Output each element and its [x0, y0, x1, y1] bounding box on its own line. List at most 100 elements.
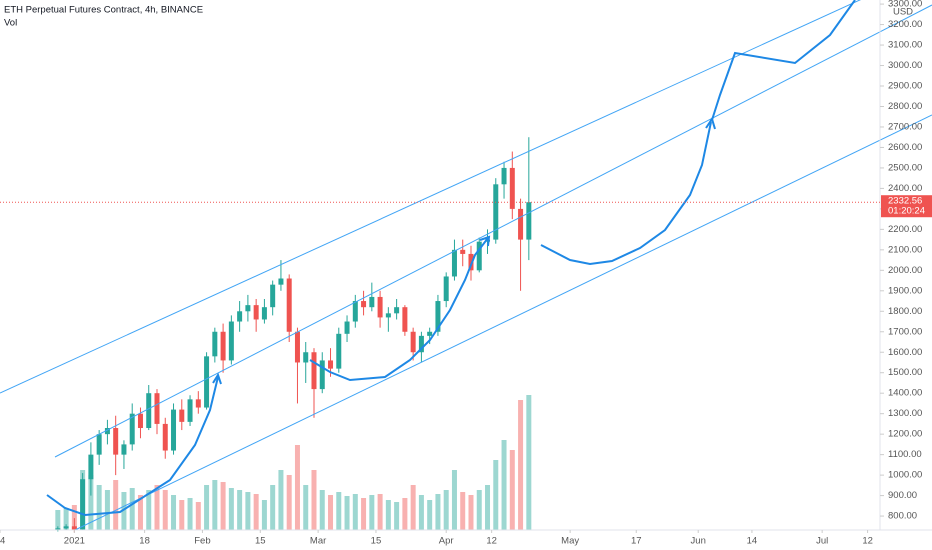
volume-bar	[154, 485, 160, 530]
candle-body	[71, 526, 77, 530]
x-tick-label: 14	[0, 536, 5, 547]
candle-body	[96, 434, 102, 455]
candle-body	[278, 278, 284, 285]
countdown-label: 01:20:24	[888, 206, 925, 217]
volume-bar	[427, 500, 433, 530]
volume-bar	[311, 470, 317, 530]
candle-body	[485, 239, 491, 242]
volume-bar	[476, 490, 482, 530]
candle-body	[410, 331, 416, 353]
y-tick-label: 1800.00	[888, 306, 922, 317]
volume-bar	[303, 485, 309, 530]
volume-bar	[237, 490, 243, 530]
volume-bar	[228, 488, 234, 530]
volume-bar	[361, 498, 367, 530]
y-tick-label: 3200.00	[888, 19, 922, 30]
volume-pane	[55, 395, 532, 530]
candle-body	[344, 321, 350, 334]
candle-body	[311, 352, 317, 390]
y-tick-label: 2900.00	[888, 81, 922, 92]
projection-path	[540, 121, 712, 266]
candle-body	[228, 321, 234, 361]
candle-body	[162, 423, 168, 451]
candle-body	[261, 307, 267, 320]
projection-path	[711, 0, 856, 121]
volume-bar	[146, 490, 152, 530]
volume-bar	[245, 492, 251, 530]
volume-bar	[278, 470, 284, 530]
volume-bar	[460, 492, 466, 530]
y-tick-label: 2100.00	[888, 244, 922, 255]
volume-bar	[261, 500, 267, 530]
x-tick-label: Mar	[310, 536, 326, 547]
volume-bar	[501, 440, 507, 530]
y-tick-label: 1100.00	[888, 449, 922, 460]
x-tick-label: 14	[747, 536, 758, 547]
candle-body	[377, 296, 383, 318]
candle-body	[451, 249, 457, 277]
candle-body	[104, 428, 110, 435]
channel-line	[54, 4, 932, 458]
candle-body	[352, 301, 358, 322]
x-tick-label: 12	[862, 536, 873, 547]
volume-label: Vol	[4, 18, 17, 29]
volume-bar	[336, 492, 342, 530]
candle-body	[171, 409, 177, 451]
y-tick-label: 2400.00	[888, 183, 922, 194]
y-tick-label: 800.00	[888, 511, 917, 522]
volume-bar	[212, 480, 218, 530]
channel-line	[0, 0, 862, 394]
volume-bar	[88, 475, 94, 530]
volume-bar	[493, 460, 499, 530]
candle-body	[154, 393, 160, 424]
y-tick-label: 1900.00	[888, 285, 922, 296]
candle-body	[385, 313, 391, 318]
volume-bar	[63, 508, 69, 530]
candle-body	[418, 335, 424, 353]
x-tick-label: 18	[139, 536, 150, 547]
candle-body	[121, 444, 127, 455]
volume-bar	[55, 510, 61, 530]
volume-bar	[187, 498, 193, 530]
x-tick-label: Apr	[439, 536, 454, 547]
candle-body	[336, 333, 342, 369]
candle-body	[493, 184, 499, 240]
volume-bar	[171, 495, 177, 530]
candle-body	[179, 409, 185, 422]
volume-bar	[468, 495, 474, 530]
candle-body	[113, 428, 119, 455]
volume-bar	[485, 485, 491, 530]
volume-bar	[195, 502, 201, 530]
x-tick-label: 12	[486, 536, 497, 547]
y-tick-label: 1200.00	[888, 429, 922, 440]
y-tick-label: 1700.00	[888, 326, 922, 337]
volume-bar	[137, 495, 143, 530]
volume-bar	[162, 490, 168, 530]
volume-bar	[286, 475, 292, 530]
drawings	[0, 0, 932, 531]
candle-body	[88, 454, 94, 480]
x-tick-label: Feb	[194, 536, 210, 547]
y-tick-label: 2800.00	[888, 101, 922, 112]
candle-body	[328, 360, 334, 369]
last-price-label: 2332.56	[888, 196, 922, 207]
last-price-box	[881, 195, 932, 218]
y-tick-label: 2200.00	[888, 224, 922, 235]
y-tick-label: 2700.00	[888, 121, 922, 132]
x-tick-label: Jun	[691, 536, 706, 547]
volume-bar	[418, 495, 424, 530]
y-tick-label: 1300.00	[888, 408, 922, 419]
volume-bar	[294, 445, 300, 530]
volume-bar	[526, 395, 532, 530]
y-tick-label: 1500.00	[888, 367, 922, 378]
candle-body	[286, 278, 292, 332]
volume-bar	[129, 488, 135, 530]
volume-bar	[204, 485, 210, 530]
y-tick-label: 3100.00	[888, 40, 922, 51]
candle-body	[270, 284, 276, 308]
volume-bar	[121, 492, 127, 530]
y-tick-label: 2500.00	[888, 162, 922, 173]
candle-body	[476, 241, 482, 271]
y-tick-label: 3300.00	[888, 0, 922, 10]
volume-bar	[443, 490, 449, 530]
